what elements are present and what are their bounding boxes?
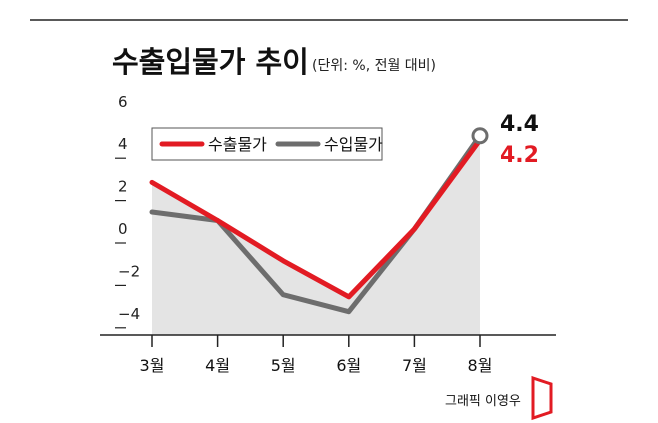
end-point-marker	[471, 127, 489, 145]
series-line-export	[149, 137, 483, 300]
publisher-logo	[531, 375, 553, 421]
x-tick-label: 5월	[271, 356, 296, 375]
unit-note: (단위: %, 전월 대비)	[312, 58, 436, 74]
legend-label-export: 수출물가	[208, 135, 267, 154]
export-area	[152, 139, 480, 335]
legend-label-import: 수입물가	[324, 135, 383, 154]
chart-title: 수출입물가 추이	[112, 45, 309, 79]
legend: 수출물가 수입물가	[151, 127, 383, 161]
area-fill-layer	[152, 139, 480, 335]
y-tick-label: 0	[118, 220, 128, 238]
logo-mark	[531, 375, 553, 421]
x-tick-label: 4월	[205, 356, 230, 375]
y-tick-label: 6	[118, 93, 128, 111]
y-tick-label: −4	[118, 305, 140, 323]
x-tick-label: 8월	[468, 356, 493, 375]
x-axis: 3월 4월 5월 6월 7월 8월	[100, 334, 556, 375]
x-tick-label: 3월	[140, 356, 165, 375]
x-tick-label: 7월	[402, 356, 427, 375]
y-tick-label: 2	[118, 178, 128, 196]
end-label-export: 4.2	[500, 143, 539, 168]
x-tick-label: 6월	[336, 356, 361, 375]
y-axis: 6 4 2 0 −2 −4	[115, 93, 140, 329]
series-layer	[149, 127, 489, 315]
end-label-import: 4.4	[500, 112, 539, 137]
legend-box	[151, 127, 383, 161]
y-tick-label: −2	[118, 262, 140, 280]
y-tick-label: 4	[118, 135, 128, 153]
graphic-credit: 그래픽 이영우	[445, 394, 521, 409]
